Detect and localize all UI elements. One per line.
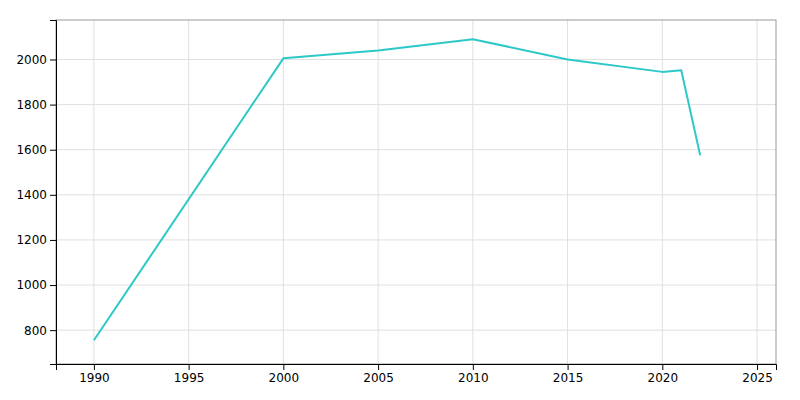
y-tick-label: 2000 [16,53,47,67]
y-tick-label: 800 [24,324,47,338]
y-tick: 1400 [16,188,56,202]
x-tick: 2015 [553,364,584,385]
y-tick-label: 1200 [16,233,47,247]
x-tick-mark [757,364,758,370]
x-tick-mark [473,364,474,370]
y-tick: 2000 [16,53,56,67]
x-tick-label: 2005 [363,371,394,385]
x-tick-mark [189,364,190,370]
grid-line-x [188,20,189,364]
y-tick-mark [50,59,56,60]
chart-svg: 1990 1995 2000 2005 2010 2015 2020 2025 800 1000 1… [0,0,800,400]
y-axis-line [50,21,57,365]
grid-line-y [56,104,776,105]
y-tick-mark [50,330,56,331]
marks [94,39,700,340]
x-tick: 1990 [79,364,110,385]
x-axis: 1990 1995 2000 2005 2010 2015 2020 2025 [57,364,777,385]
x-tick-mark [378,364,379,370]
x-tick: 1995 [174,364,205,385]
x-tick-label: 1990 [79,371,110,385]
grid-line-x [378,20,379,364]
x-tick-label: 2015 [553,371,584,385]
x-tick-mark [662,364,663,370]
y-tick: 800 [24,324,56,338]
x-tick-mark [568,364,569,370]
x-axis-line [57,365,777,371]
x-tick-mark [283,364,284,370]
y-tick: 1800 [16,98,56,112]
y-tick: 1000 [16,278,56,292]
grid-line-y [56,330,776,331]
grid-line-x [472,20,473,364]
plot: 1990 1995 2000 2005 2010 2015 2020 2025 800 1000 1… [16,20,776,385]
grid-line-y [56,59,776,60]
x-tick-mark [94,364,95,370]
grid-line-x [283,20,284,364]
y-tick-label: 1000 [16,278,47,292]
x-tick: 2025 [742,364,773,385]
y-tick-mark [50,105,56,106]
grid-line-y [56,239,776,240]
grid-line-x [567,20,568,364]
y-axis: 800 1000 1200 1400 1600 1800 2000 [16,21,56,365]
grid-line-y [56,194,776,195]
x-tick-label: 2020 [648,371,679,385]
x-tick: 2000 [269,364,300,385]
x-tick-label: 2025 [742,371,773,385]
y-tick-label: 1800 [16,98,47,112]
grid-line-x [93,20,94,364]
y-tick-mark [50,285,56,286]
y-tick-label: 1600 [16,143,47,157]
x-tick: 2010 [458,364,489,385]
x-tick-label: 2000 [269,371,300,385]
grid-line-y [56,285,776,286]
x-tick-label: 2010 [458,371,489,385]
grid-line-x [757,20,758,364]
x-tick: 2020 [648,364,679,385]
y-tick: 1600 [16,143,56,157]
grid-line-y [56,149,776,150]
x-tick: 2005 [363,364,394,385]
y-tick-mark [50,150,56,151]
y-tick: 1200 [16,233,56,247]
x-tick-label: 1995 [174,371,205,385]
plot-frame [56,20,776,364]
data-line [94,39,700,340]
y-tick-label: 1400 [16,188,47,202]
grid [56,20,776,364]
y-tick-mark [50,240,56,241]
y-tick-mark [50,195,56,196]
